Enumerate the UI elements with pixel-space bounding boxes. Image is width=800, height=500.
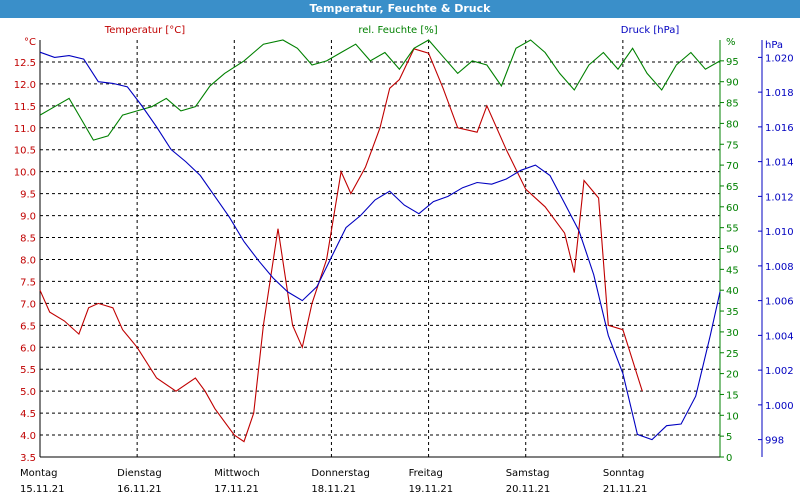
hum-tick-label: 60 — [726, 203, 739, 214]
hum-tick-label: 5 — [726, 432, 732, 443]
hum-tick-label: 10 — [726, 411, 739, 422]
hum-tick-label: 15 — [726, 390, 739, 401]
x-date-label: 15.11.21 — [20, 484, 65, 495]
x-date-label: 16.11.21 — [117, 484, 162, 495]
x-day-label: Mittwoch — [214, 468, 259, 479]
temp-tick-label: 6.5 — [20, 321, 36, 332]
axis-labels: °C 3.5 4.0 4.5 5.0 5.5 6.0 6.5 7.0 7.5 8.0 8.5 9.0 9.… — [14, 25, 794, 464]
temp-tick-label: 5.5 — [20, 365, 36, 376]
legend-press: Druck [hPa] — [621, 25, 680, 36]
hum-tick-label: 35 — [726, 307, 739, 318]
press-tick-label: 1.006 — [765, 297, 794, 308]
grid — [39, 40, 721, 458]
x-axis-labels: Montag 15.11.21 Dienstag 16.11.21 Mittwoch 17… — [20, 468, 647, 495]
hum-tick-label: 80 — [726, 119, 739, 130]
temp-tick-label: 5.0 — [20, 387, 36, 398]
hum-tick-label: 70 — [726, 161, 739, 172]
x-day-label: Donnerstag — [311, 468, 369, 479]
hum-tick-label: 45 — [726, 265, 739, 276]
hum-tick-label: 0 — [726, 453, 732, 464]
series-line-hum — [39, 39, 721, 141]
press-tick-label: 1.004 — [765, 331, 794, 342]
temp-tick-label: 4.5 — [20, 409, 36, 420]
press-tick-label: 1.012 — [765, 192, 794, 203]
series-line-temp — [39, 48, 643, 443]
temp-tick-label: 9.5 — [20, 190, 36, 201]
hum-tick-label: 85 — [726, 99, 739, 110]
series-line-press — [39, 51, 721, 441]
temp-tick-label: 4.0 — [20, 431, 36, 442]
temp-tick-label: 8.5 — [20, 234, 36, 245]
hum-tick-label: 20 — [726, 370, 739, 381]
legend-hum: rel. Feuchte [%] — [358, 25, 437, 36]
hum-unit-label: % — [726, 37, 736, 48]
temp-tick-label: 3.5 — [20, 453, 36, 464]
x-day-label: Freitag — [409, 468, 443, 479]
hum-tick-label: 25 — [726, 349, 739, 360]
hum-tick-label: 30 — [726, 328, 739, 339]
axes — [39, 40, 763, 458]
x-date-label: 17.11.21 — [214, 484, 259, 495]
temp-tick-label: 7.5 — [20, 277, 36, 288]
temp-tick-label: 9.0 — [20, 212, 36, 223]
x-day-label: Dienstag — [117, 468, 162, 479]
x-day-label: Sonntag — [603, 468, 645, 479]
press-tick-label: 1.018 — [765, 88, 794, 99]
hum-tick-label: 40 — [726, 286, 739, 297]
hum-tick-label: 90 — [726, 78, 739, 89]
temp-tick-label: 10.5 — [14, 146, 36, 157]
temp-tick-label: 11.0 — [14, 124, 36, 135]
x-date-label: 21.11.21 — [603, 484, 648, 495]
temp-tick-label: 7.0 — [20, 299, 36, 310]
legend-temp: Temperatur [°C] — [104, 25, 185, 36]
press-tick-label: 1.008 — [765, 262, 794, 273]
temp-unit-label: °C — [24, 37, 36, 48]
x-day-label: Montag — [20, 468, 57, 479]
series-lines — [39, 39, 721, 443]
x-day-label: Samstag — [506, 468, 550, 479]
x-date-label: 20.11.21 — [506, 484, 551, 495]
press-tick-label: 1.016 — [765, 123, 794, 134]
temp-tick-label: 11.5 — [14, 102, 36, 113]
temp-tick-label: 12.5 — [14, 58, 36, 69]
temp-tick-label: 12.0 — [14, 80, 36, 91]
hum-tick-label: 50 — [726, 245, 739, 256]
press-tick-label: 1.000 — [765, 401, 794, 412]
press-tick-label: 1.014 — [765, 158, 794, 169]
hum-tick-label: 95 — [726, 57, 739, 68]
temp-tick-label: 10.0 — [14, 168, 36, 179]
chart-title: Temperatur, Feuchte & Druck — [0, 0, 800, 18]
press-tick-label: 998 — [765, 436, 784, 447]
press-tick-label: 1.002 — [765, 366, 794, 377]
hum-tick-label: 75 — [726, 140, 739, 151]
hum-tick-label: 65 — [726, 182, 739, 193]
press-unit-label: hPa — [765, 40, 783, 51]
press-tick-label: 1.010 — [765, 227, 794, 238]
temp-tick-label: 8.0 — [20, 255, 36, 266]
x-date-label: 18.11.21 — [311, 484, 356, 495]
press-tick-label: 1.020 — [765, 53, 794, 64]
x-date-label: 19.11.21 — [409, 484, 454, 495]
temp-tick-label: 6.0 — [20, 343, 36, 354]
hum-tick-label: 55 — [726, 224, 739, 235]
